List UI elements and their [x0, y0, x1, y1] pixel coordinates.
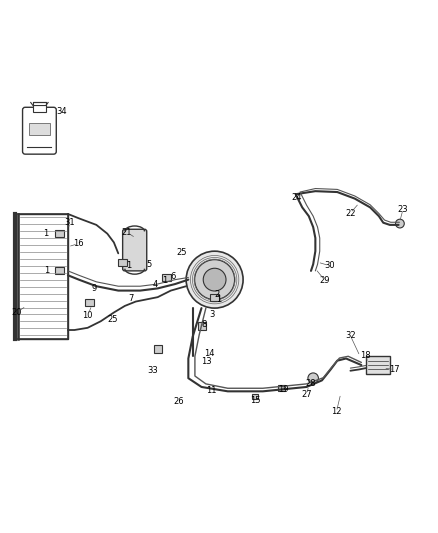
- Text: 8: 8: [201, 320, 206, 329]
- Bar: [252, 393, 258, 399]
- Bar: [162, 274, 171, 281]
- FancyBboxPatch shape: [23, 107, 56, 154]
- Bar: [55, 230, 64, 237]
- Text: 6: 6: [170, 272, 176, 281]
- Bar: [366, 356, 390, 374]
- Text: 4: 4: [153, 280, 158, 289]
- Bar: [33, 102, 46, 112]
- Bar: [118, 259, 127, 265]
- Text: 22: 22: [345, 208, 356, 217]
- Text: 16: 16: [73, 239, 83, 248]
- Circle shape: [186, 251, 243, 308]
- Bar: [85, 300, 94, 306]
- Bar: [210, 294, 219, 301]
- Circle shape: [194, 260, 235, 300]
- Text: 15: 15: [250, 396, 260, 405]
- Bar: [278, 385, 285, 391]
- Text: 29: 29: [320, 276, 330, 285]
- Text: 20: 20: [11, 308, 22, 317]
- Text: 1: 1: [127, 261, 132, 270]
- Text: 28: 28: [306, 379, 316, 389]
- Text: 3: 3: [210, 310, 215, 319]
- Text: 19: 19: [279, 385, 289, 394]
- Text: 1: 1: [43, 229, 49, 238]
- Text: 1: 1: [216, 295, 222, 304]
- Text: 25: 25: [177, 248, 187, 257]
- Circle shape: [203, 268, 226, 291]
- Text: 23: 23: [398, 205, 408, 214]
- FancyBboxPatch shape: [123, 229, 147, 271]
- Text: 2: 2: [214, 289, 219, 298]
- Text: 10: 10: [82, 311, 93, 320]
- Bar: [29, 123, 50, 135]
- Text: 1: 1: [162, 276, 167, 285]
- Text: 24: 24: [292, 193, 302, 202]
- Circle shape: [396, 219, 404, 228]
- Text: 14: 14: [204, 349, 215, 358]
- Text: 31: 31: [65, 218, 75, 227]
- Bar: [198, 322, 206, 330]
- Text: 32: 32: [345, 331, 356, 340]
- Text: 33: 33: [147, 366, 158, 375]
- Text: 5: 5: [146, 260, 152, 269]
- Bar: [55, 268, 64, 274]
- Text: 1: 1: [44, 266, 49, 276]
- Text: 27: 27: [301, 390, 312, 399]
- Text: 26: 26: [173, 397, 184, 406]
- Text: 25: 25: [108, 316, 118, 325]
- Bar: [18, 214, 68, 339]
- Text: 17: 17: [389, 365, 399, 374]
- Circle shape: [308, 373, 318, 383]
- Text: 30: 30: [324, 261, 335, 270]
- Text: 9: 9: [92, 284, 97, 293]
- Text: 12: 12: [331, 407, 342, 416]
- Text: 21: 21: [122, 228, 132, 237]
- Text: 18: 18: [360, 351, 371, 360]
- Text: 7: 7: [128, 294, 133, 303]
- Text: 13: 13: [201, 358, 212, 367]
- Text: 34: 34: [56, 107, 67, 116]
- Bar: [154, 345, 162, 353]
- Text: 11: 11: [206, 385, 216, 394]
